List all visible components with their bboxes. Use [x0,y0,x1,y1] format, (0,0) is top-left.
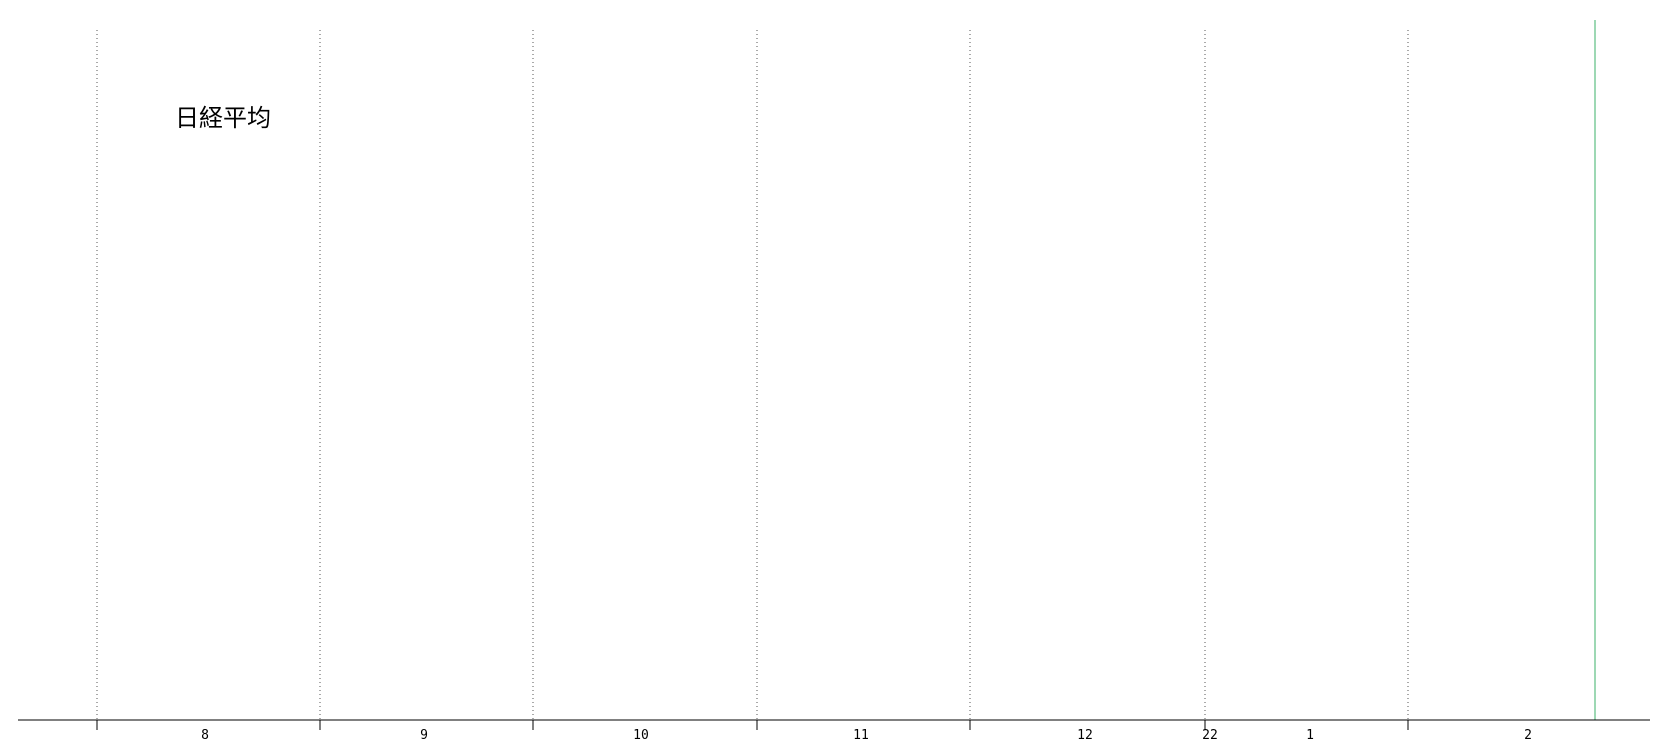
chart-title: 日経平均 [175,104,271,132]
x-tick-label: 8 [201,728,209,743]
x-tick-label: 2 [1524,728,1532,743]
x-tick-label: 11 [853,728,869,743]
x-tick-label: 1 [1306,728,1314,743]
x-tick-label: 9 [420,728,428,743]
x-tick-label: 10 [633,728,649,743]
x-tick-label: 22 [1202,728,1218,743]
x-tick-label: 12 [1077,728,1093,743]
